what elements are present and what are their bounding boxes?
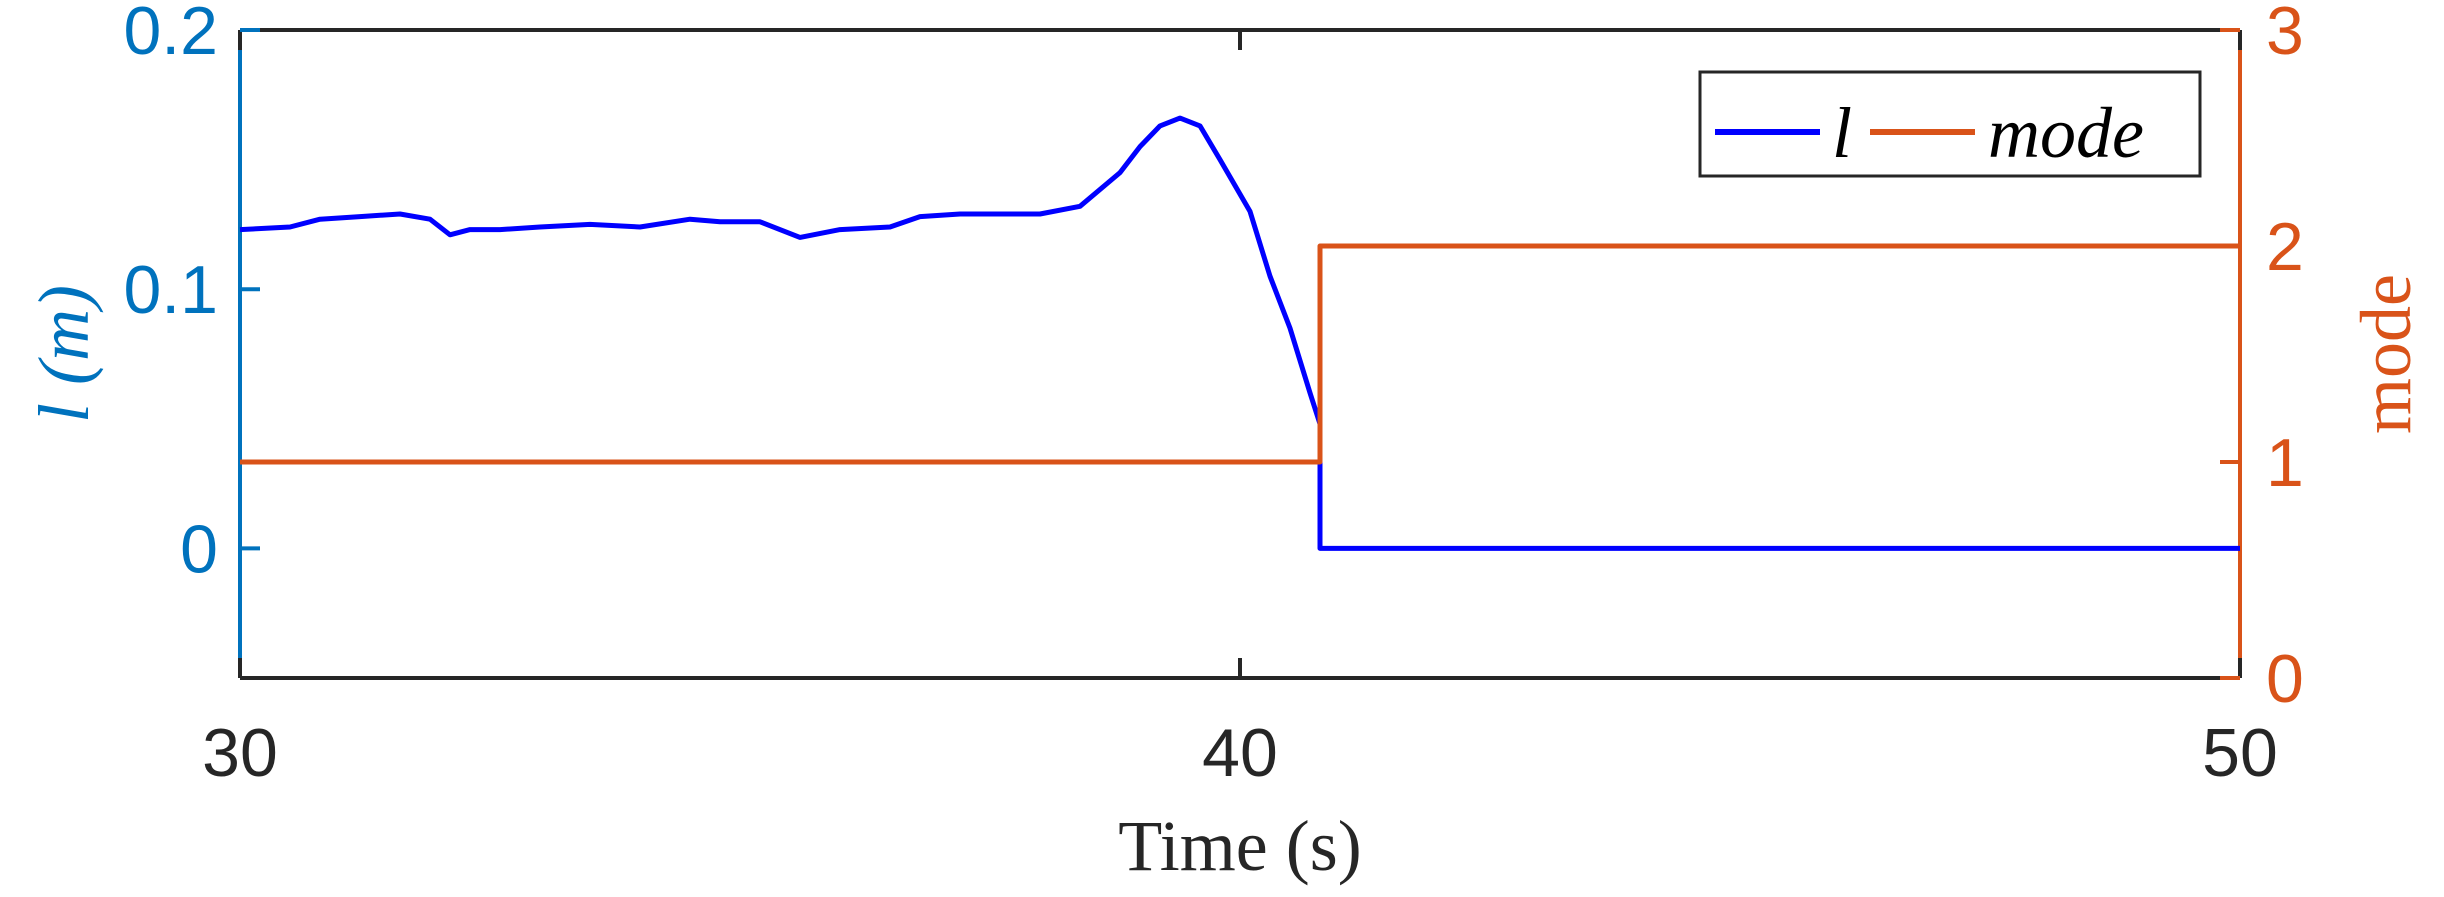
legend-box [1698,70,2202,178]
right-y-tick-label-0: 0 [2266,641,2304,717]
x-tick-label-0: 30 [202,715,278,791]
x-tick-label-1: 40 [1202,715,1278,791]
right-y-tick-label-1: 1 [2266,425,2304,501]
right-y-tick-label-2: 2 [2266,209,2304,285]
right-y-tick-label-3: 3 [2266,0,2304,69]
left-y-tick-label-0: 0 [180,511,218,587]
legend: l mode [1698,70,2202,178]
series-line-mode [240,243,2240,465]
left-y-tick-label-1: 0.1 [123,252,218,328]
series-line-l [239,115,2240,551]
left-y-tick-label-2: 0.2 [123,0,218,69]
series-layer [239,115,2240,551]
x-axis-title: Time (s) [1118,806,1361,886]
legend-label-l: l [1832,93,1852,173]
left-y-axis-title: l (m) [24,285,104,423]
legend-label-mode: mode [1988,93,2144,173]
x-tick-label-2: 50 [2202,715,2278,791]
right-y-axis-title: mode [2346,274,2426,434]
